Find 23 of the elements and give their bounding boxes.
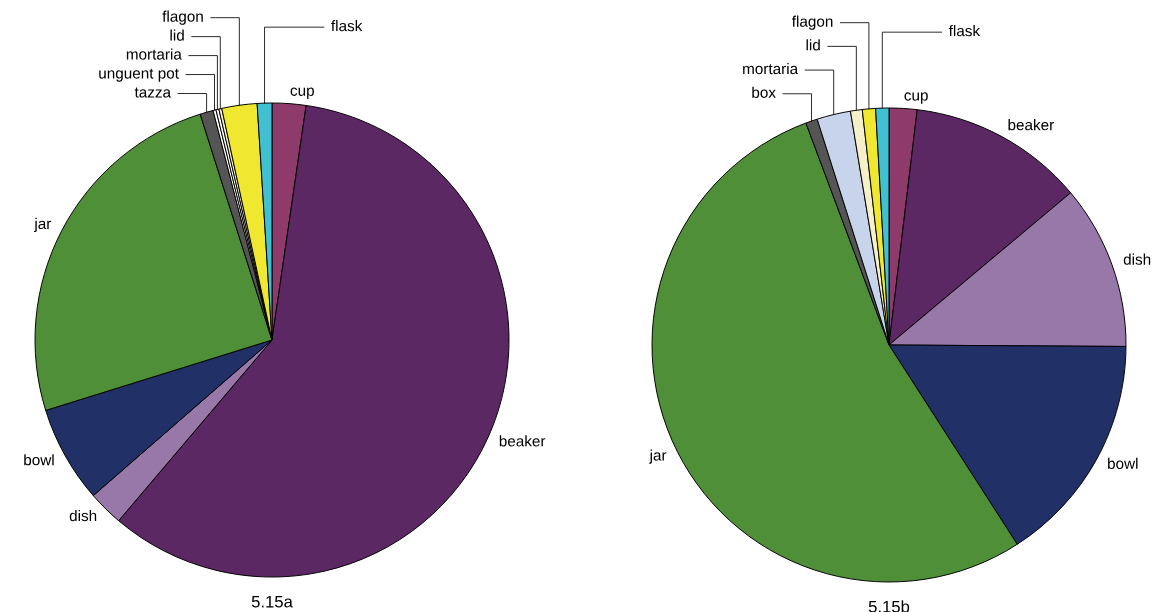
slice-label: jar (649, 449, 667, 464)
slice-label: tazza (134, 87, 172, 98)
slice-label: beaker (499, 435, 546, 447)
slice-label: cup (290, 87, 314, 99)
slice-label: box (752, 86, 776, 98)
slice-label: flagon (162, 10, 203, 25)
slice-label: mortaria (126, 48, 182, 60)
slice-label: flask (331, 20, 363, 32)
text: 5.15a (251, 595, 293, 608)
slice-label: flask (948, 25, 981, 37)
slice-label: flagon (791, 15, 833, 30)
slice-label: cup (904, 92, 928, 104)
slice-label: lid (170, 29, 184, 41)
slice-label: mortaria (743, 62, 799, 75)
slice-label: bowl (24, 454, 54, 466)
slice-label: unguent pot (99, 68, 179, 82)
slice-label: dish (69, 509, 97, 522)
slice-label: lid (806, 39, 820, 51)
slice-label: beaker (1008, 119, 1054, 131)
slice-label: dish (1123, 253, 1151, 265)
slice-label: jar (34, 217, 52, 233)
text: 5.15b (868, 600, 910, 612)
slice-label: bowl (1108, 457, 1138, 469)
